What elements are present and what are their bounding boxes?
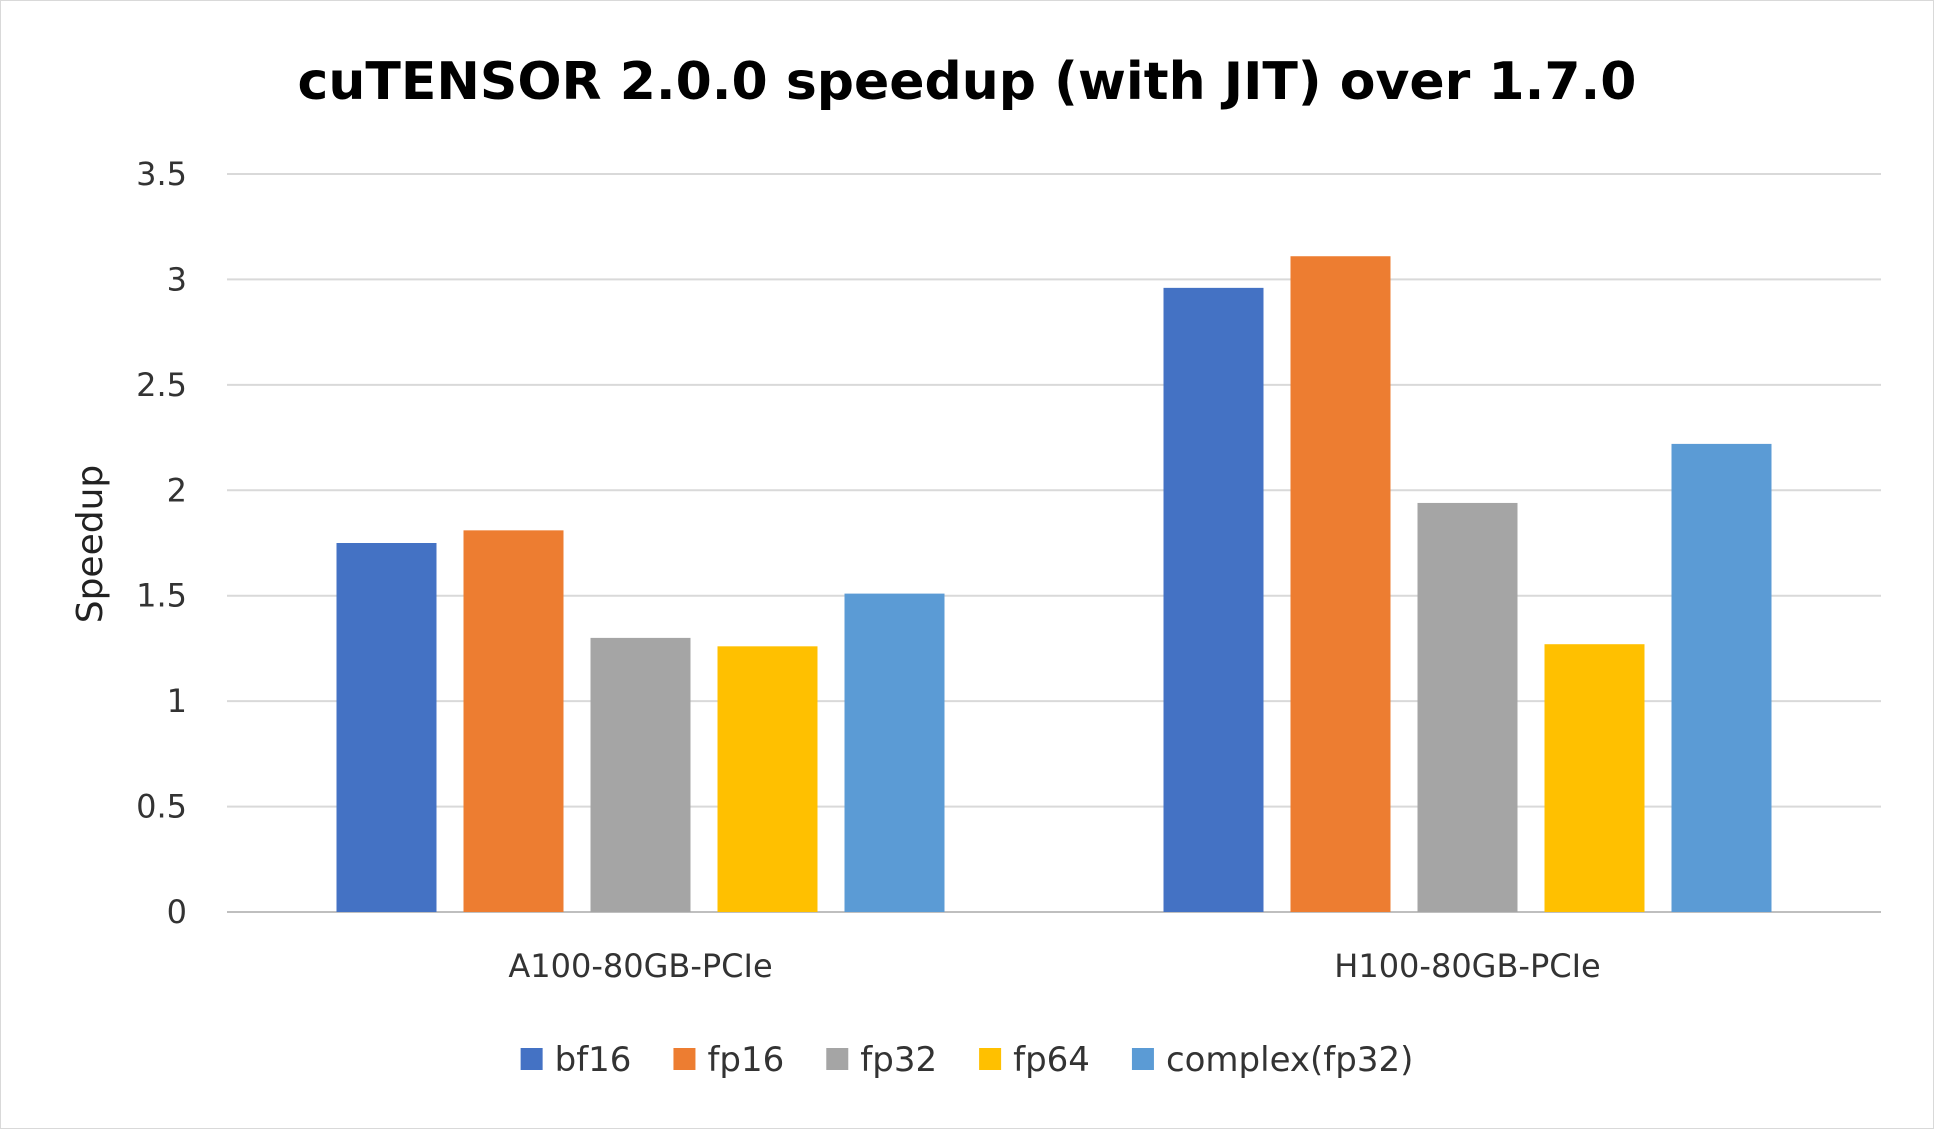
legend-swatch-fp64: [979, 1048, 1002, 1070]
y-tick-label-1: 0.5: [136, 788, 187, 826]
x-category-label-1: H100-80GB-PCIe: [1334, 947, 1600, 985]
bar-fp16-0: [463, 530, 564, 912]
y-axis-label: Speedup: [70, 465, 111, 624]
y-tick-label-2: 1: [167, 682, 187, 720]
legend-swatch-fp16: [673, 1048, 696, 1070]
bar-fp32-0: [590, 637, 691, 912]
legend-swatch-fp32: [826, 1048, 849, 1070]
chart-title: cuTENSOR 2.0.0 speedup (with JIT) over 1…: [298, 52, 1637, 112]
bar-complex-fp32-0: [844, 593, 945, 912]
y-tick-label-0: 0: [167, 893, 187, 931]
legend-label-fp16: fp16: [707, 1040, 784, 1080]
legend-label-bf16: bf16: [555, 1040, 632, 1080]
y-axis-ticks: 0 0.5 1 1.5 2 2.5 3 3.5: [136, 155, 187, 931]
y-tick-label-4: 2: [167, 471, 187, 509]
legend-label-complex-fp32: complex(fp32): [1166, 1040, 1413, 1080]
bar-fp16-1: [1290, 256, 1391, 913]
x-category-label-0: A100-80GB-PCIe: [508, 947, 772, 985]
legend-swatch-bf16: [520, 1048, 543, 1070]
y-tick-label-3: 1.5: [136, 577, 187, 615]
bar-complex-fp32-1: [1671, 443, 1772, 912]
bar-fp32-1: [1417, 502, 1518, 912]
y-tick-label-5: 2.5: [136, 366, 187, 404]
y-tick-label-7: 3.5: [136, 155, 187, 193]
bar-fp64-1: [1544, 644, 1645, 912]
bar-bf16-1: [1163, 287, 1264, 912]
bar-bf16-0: [336, 543, 437, 912]
legend-label-fp32: fp32: [860, 1040, 937, 1080]
legend-label-fp64: fp64: [1013, 1040, 1090, 1080]
bars: [336, 256, 1772, 913]
legend-swatch-complex-fp32: [1131, 1048, 1154, 1070]
legend: bf16 fp16 fp32 fp64 complex(fp32): [520, 1040, 1413, 1080]
x-axis-categories: A100-80GB-PCIe H100-80GB-PCIe: [508, 947, 1600, 985]
bar-fp64-0: [717, 646, 818, 912]
y-tick-label-6: 3: [167, 260, 187, 298]
